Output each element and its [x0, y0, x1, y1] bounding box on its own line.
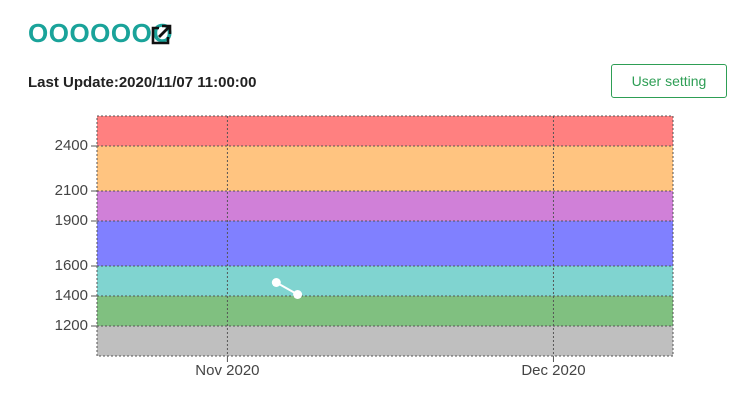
y-tick-label: 1200 — [55, 317, 88, 334]
external-link-icon[interactable] — [150, 24, 172, 46]
x-tick-label: Nov 2020 — [195, 362, 259, 379]
plot-frame — [96, 115, 674, 357]
data-point — [271, 278, 281, 287]
page-title[interactable]: OOOOOOO — [28, 18, 174, 48]
threshold-band — [97, 266, 673, 296]
user-setting-button[interactable]: User setting — [611, 64, 727, 98]
threshold-band — [97, 146, 673, 191]
y-tick-label: 1900 — [55, 212, 88, 229]
threshold-band — [97, 191, 673, 221]
y-tick-label: 1600 — [55, 257, 88, 274]
threshold-band — [97, 221, 673, 266]
threshold-band — [97, 326, 673, 356]
y-tick-label: 2400 — [55, 137, 88, 154]
threshold-band — [97, 296, 673, 326]
y-tick-label: 2100 — [55, 182, 88, 199]
x-tick-label: Dec 2020 — [521, 362, 585, 379]
y-tick-label: 1400 — [55, 287, 88, 304]
last-update: Last Update:2020/11/07 11:00:00 — [28, 74, 257, 91]
data-point — [293, 290, 303, 299]
threshold-band — [97, 116, 673, 146]
